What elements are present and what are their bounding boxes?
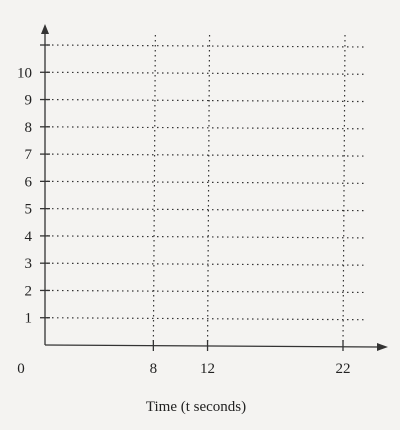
grid-line-horizontal [46, 98, 366, 103]
grid-line-horizontal [46, 317, 366, 321]
x-tick-label: 8 [150, 361, 158, 377]
grid-line-horizontal [46, 44, 366, 48]
x-axis-arrowhead [377, 343, 388, 351]
x-axis-title: Time (t seconds) [146, 399, 246, 415]
y-tick-label: 4 [25, 229, 33, 245]
axis-layer [41, 24, 388, 351]
y-tick-label: 10 [17, 65, 32, 81]
y-tick-label: 1 [25, 311, 33, 327]
y-tick-label: 6 [25, 174, 33, 190]
y-tick-label: 3 [25, 256, 33, 272]
x-tick-label: 12 [200, 361, 215, 377]
grid-line-horizontal [46, 235, 366, 239]
grid-line-horizontal [46, 180, 366, 184]
origin-label: 0 [17, 361, 25, 377]
grid-line-vertical [152, 34, 156, 346]
y-axis-arrowhead [41, 24, 49, 34]
grid-line-horizontal [46, 208, 366, 212]
x-axis-line [44, 344, 379, 348]
grid-line-horizontal [46, 262, 366, 266]
grid-line-vertical [206, 34, 211, 346]
y-tick-label: 8 [25, 120, 33, 136]
grid-line-horizontal [46, 153, 366, 157]
y-tick-label: 7 [25, 147, 33, 163]
y-tick-label: 5 [25, 202, 33, 218]
grid-line-horizontal [46, 71, 366, 75]
y-tick-label: 2 [25, 283, 33, 299]
x-tick-label: 22 [336, 361, 351, 377]
y-tick-label: 9 [25, 93, 33, 109]
grid-layer [46, 34, 366, 346]
grid-line-horizontal [46, 289, 366, 294]
grid-line-vertical [342, 34, 346, 346]
grid-line-horizontal [46, 126, 366, 130]
